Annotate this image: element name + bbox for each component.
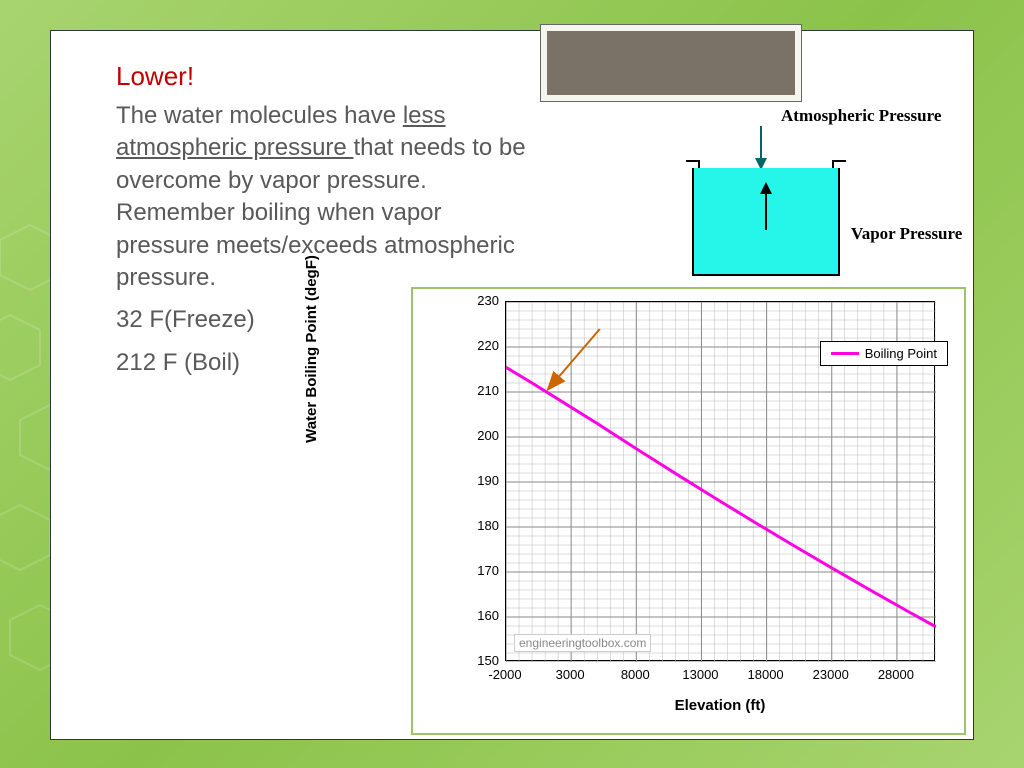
- chart-x-axis-label: Elevation (ft): [505, 697, 935, 714]
- legend-label: Boiling Point: [865, 346, 937, 361]
- atmospheric-pressure-label: Atmospheric Pressure: [781, 106, 941, 126]
- boiling-point-chart: Water Boiling Point (degF) Elevation (ft…: [411, 287, 966, 735]
- vapor-pressure-label: Vapor Pressure: [851, 224, 962, 244]
- chart-y-axis-label: Water Boiling Point (degF): [303, 219, 320, 479]
- legend-swatch: [831, 352, 859, 355]
- title-placeholder-box: [541, 25, 801, 101]
- content-card: Lower! The water molecules have less atm…: [50, 30, 974, 740]
- main-paragraph: The water molecules have less atmospheri…: [116, 100, 536, 294]
- chart-watermark: engineeringtoolbox.com: [514, 634, 651, 652]
- para-pre: The water molecules have: [116, 102, 403, 129]
- header-text: Lower!: [116, 59, 536, 94]
- up-arrow-icon: [756, 180, 776, 230]
- beaker-icon: [686, 160, 846, 278]
- pressure-diagram: Atmospheric Pressure Vapor Pressure: [671, 106, 976, 281]
- chart-legend: Boiling Point: [820, 341, 948, 366]
